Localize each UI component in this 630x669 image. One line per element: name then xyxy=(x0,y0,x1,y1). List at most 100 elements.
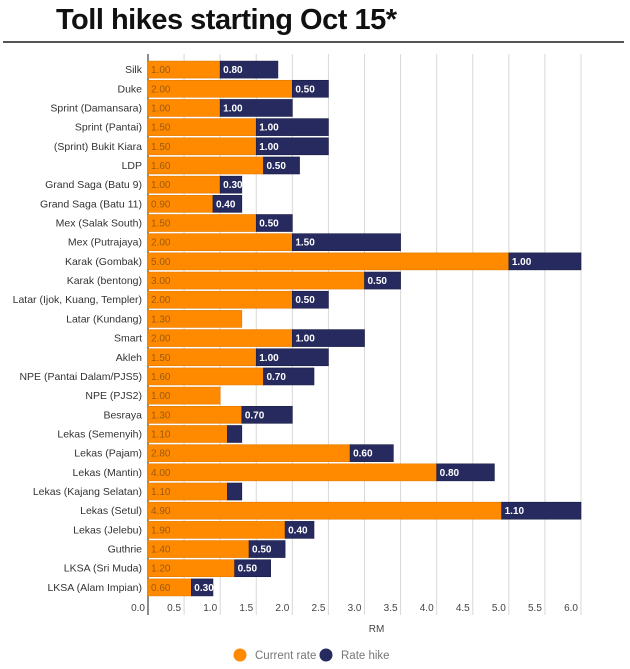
title-divider xyxy=(3,41,624,43)
bar-rate-hike xyxy=(255,137,329,156)
bar-rate-hike xyxy=(508,252,582,271)
x-tick-label: 6.0 xyxy=(564,603,578,614)
category-label: Smart xyxy=(114,333,142,345)
current-rate-label: 1.10 xyxy=(151,487,171,498)
rate-hike-label: 1.00 xyxy=(259,353,279,364)
category-label: Lekas (Pajam) xyxy=(74,448,142,460)
x-tick-label: 1.0 xyxy=(203,603,217,614)
rate-hike-label: 1.00 xyxy=(259,142,279,153)
current-rate-label: 1.90 xyxy=(151,525,171,536)
current-rate-label: 1.00 xyxy=(151,180,171,191)
current-rate-label: 2.80 xyxy=(151,449,171,460)
category-label: Grand Saga (Batu 9) xyxy=(45,179,142,191)
current-rate-label: 0.60 xyxy=(151,583,171,594)
category-label: Lekas (Setul) xyxy=(80,505,142,517)
bar-current-rate xyxy=(147,444,351,462)
category-label: Karak (Gombak) xyxy=(65,256,142,268)
bar-rate-hike xyxy=(227,425,243,443)
current-rate-label: 1.00 xyxy=(151,391,171,402)
rate-hike-label: 0.50 xyxy=(259,219,279,230)
bar-rate-hike xyxy=(436,463,495,482)
rate-hike-label: 0.70 xyxy=(266,372,286,383)
bar-rate-hike xyxy=(255,118,329,136)
bar-rate-hike xyxy=(241,406,293,424)
x-tick-label: 4.0 xyxy=(420,603,434,614)
bar-rate-hike xyxy=(292,233,401,251)
rate-hike-label: 0.40 xyxy=(216,199,236,210)
rate-hike-label: 0.50 xyxy=(252,545,272,556)
rate-hike-label: 0.50 xyxy=(295,84,315,95)
rate-hike-label: 0.80 xyxy=(440,468,460,479)
rate-hike-label: 0.80 xyxy=(223,65,243,76)
legend-current-rate-icon xyxy=(233,648,247,662)
bar-rate-hike xyxy=(219,175,243,194)
category-label: Lekas (Mantin) xyxy=(73,467,142,479)
category-label: Lekas (Kajang Selatan) xyxy=(33,486,142,498)
current-rate-label: 0.90 xyxy=(151,199,171,210)
rate-hike-label: 1.00 xyxy=(295,334,315,345)
rate-hike-label: 0.40 xyxy=(288,525,308,536)
rate-hike-label: 0.70 xyxy=(245,410,265,421)
bar-rate-hike xyxy=(219,60,279,79)
bar-current-rate xyxy=(147,463,437,482)
bar-rate-hike xyxy=(263,156,300,175)
category-label: Akleh xyxy=(116,352,142,364)
category-label: LKSA (Alam Impian) xyxy=(47,582,142,594)
rate-hike-label: 0.50 xyxy=(266,161,286,172)
category-label: Grand Saga (Batu 11) xyxy=(40,198,142,210)
rate-hike-label: 0.50 xyxy=(295,295,315,306)
current-rate-label: 2.00 xyxy=(151,334,171,345)
current-rate-label: 4.90 xyxy=(151,506,171,517)
category-label: NPE (PJS2) xyxy=(85,390,142,402)
x-tick-label: 5.0 xyxy=(492,603,506,614)
current-rate-label: 1.60 xyxy=(151,161,171,172)
category-label: Mex (Salak South) xyxy=(56,218,142,230)
bar-rate-hike xyxy=(248,540,286,558)
category-label: (Sprint) Bukit Kiara xyxy=(54,141,142,153)
bar-current-rate xyxy=(147,271,365,290)
x-tick-label: 1.5 xyxy=(239,603,253,614)
rate-hike-label: 1.00 xyxy=(259,123,279,134)
rate-hike-label: 0.50 xyxy=(368,276,388,287)
rate-hike-label: 0.50 xyxy=(238,564,258,575)
bar-rate-hike xyxy=(284,521,315,539)
x-tick-label: 2.5 xyxy=(312,603,326,614)
current-rate-label: 1.30 xyxy=(151,314,171,325)
x-tick-label: 2.0 xyxy=(275,603,289,614)
bar-current-rate xyxy=(147,501,502,520)
rate-hike-label: 1.00 xyxy=(223,103,243,114)
x-tick-label: 5.5 xyxy=(528,603,542,614)
legend-rate-hike-label: Rate hike xyxy=(341,650,390,662)
x-tick-label: 3.5 xyxy=(384,603,398,614)
bar-rate-hike xyxy=(364,271,401,290)
x-axis-title: RM xyxy=(369,624,385,635)
current-rate-label: 1.40 xyxy=(151,545,171,556)
category-label: Latar (Kundang) xyxy=(66,313,142,325)
bar-rate-hike xyxy=(255,348,329,367)
rate-hike-label: 1.50 xyxy=(295,238,315,249)
category-label: Silk xyxy=(125,64,143,76)
bar-rate-hike xyxy=(349,444,394,462)
current-rate-label: 1.50 xyxy=(151,142,171,153)
bar-rate-hike xyxy=(263,367,315,386)
bar-rate-hike xyxy=(227,482,243,501)
rate-hike-label: 1.10 xyxy=(505,506,525,517)
legend-rate-hike-icon xyxy=(319,648,333,662)
current-rate-label: 2.00 xyxy=(151,84,171,95)
current-rate-label: 2.00 xyxy=(151,295,171,306)
bar-rate-hike xyxy=(255,214,293,232)
current-rate-label: 4.00 xyxy=(151,468,171,479)
category-label: Lekas (Semenyih) xyxy=(57,428,142,440)
bar-current-rate xyxy=(147,252,510,271)
category-label: Lekas (Jelebu) xyxy=(73,524,142,536)
bar-rate-hike xyxy=(292,290,329,309)
bar-rate-hike xyxy=(292,79,329,98)
bar-rate-hike xyxy=(191,578,214,597)
legend-current-rate-label: Current rate xyxy=(255,650,316,662)
current-rate-label: 3.00 xyxy=(151,276,171,287)
category-label: Sprint (Damansara) xyxy=(50,102,142,114)
category-label: Duke xyxy=(117,83,142,95)
x-tick-label: 0.5 xyxy=(167,603,181,614)
current-rate-label: 1.20 xyxy=(151,564,171,575)
